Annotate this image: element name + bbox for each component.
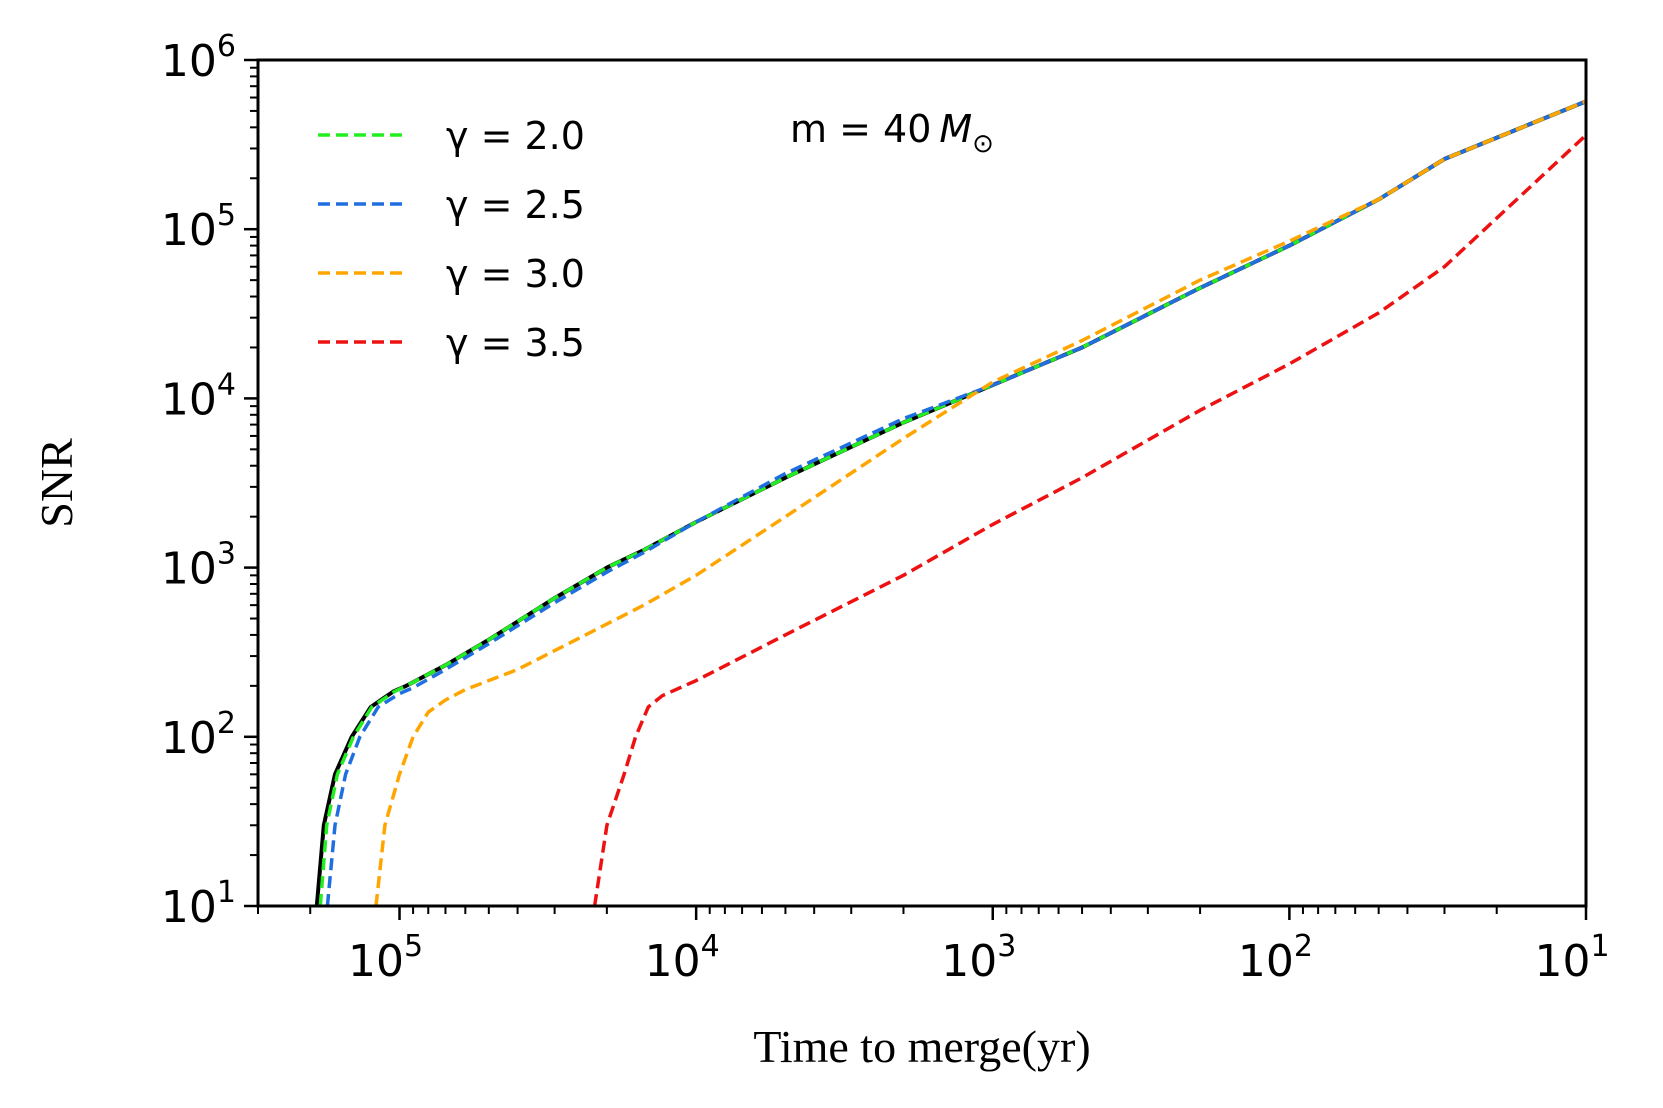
x-tick-exp: 2: [1294, 929, 1313, 964]
y-tick-exp: 2: [217, 706, 236, 741]
series-line-3: [374, 99, 1586, 906]
y-tick-label: 104: [161, 367, 236, 425]
y-tick-base: 10: [161, 544, 217, 595]
x-tick-base: 10: [348, 936, 404, 987]
legend-label: γ = 2.0: [446, 114, 585, 158]
y-tick-base: 10: [161, 205, 217, 256]
y-tick-exp: 5: [217, 198, 236, 233]
x-tick-base: 10: [941, 936, 997, 987]
y-tick-exp: 6: [217, 29, 236, 64]
series-line-2: [325, 99, 1586, 906]
plot-lines: [314, 99, 1586, 906]
y-tick-base: 10: [161, 36, 217, 87]
x-tick-exp: 1: [1590, 929, 1609, 964]
x-tick-label: 104: [645, 929, 720, 987]
y-tick-label: 102: [161, 706, 236, 764]
x-tick-base: 10: [645, 936, 701, 987]
x-tick-base: 10: [1534, 936, 1590, 987]
series-line-1: [318, 99, 1586, 906]
legend-label: γ = 2.5: [446, 183, 585, 227]
x-tick-base: 10: [1238, 936, 1294, 987]
x-tick-label: 103: [941, 929, 1016, 987]
x-tick-label: 101: [1534, 929, 1609, 987]
x-tick-label: 102: [1238, 929, 1313, 987]
x-tick-label: 105: [348, 929, 423, 987]
y-tick-exp: 1: [217, 875, 236, 910]
legend: γ = 2.0 γ = 2.5 γ = 3.0 γ = 3.5: [318, 114, 585, 365]
svg-text:m = 40M⊙: m = 40 M⊙: [790, 107, 994, 159]
y-tick-exp: 3: [217, 537, 236, 572]
y-tick-base: 10: [161, 882, 217, 933]
y-tick-exp: 4: [217, 367, 236, 402]
legend-label: γ = 3.0: [446, 252, 585, 296]
plot-frame: [256, 58, 1588, 908]
major-ticks: [244, 58, 1588, 920]
annotation-sub: ⊙: [972, 129, 994, 159]
y-tick-label: 105: [161, 198, 236, 256]
y-tick-label: 106: [161, 29, 236, 87]
x-axis-label: Time to merge(yr): [753, 1021, 1090, 1072]
mass-annotation: m = 40 M⊙: [790, 107, 994, 159]
x-tick-exp: 4: [701, 929, 720, 964]
series-line-4: [592, 133, 1586, 906]
y-tick-base: 10: [161, 374, 217, 425]
y-tick-label: 101: [161, 875, 236, 933]
x-tick-exp: 5: [404, 929, 423, 964]
x-tick-labels: 105 104 103 102 101: [348, 929, 1610, 987]
annotation-math: M: [939, 107, 972, 151]
y-tick-base: 10: [161, 713, 217, 764]
y-axis-label: SNR: [31, 438, 82, 528]
legend-label: γ = 3.5: [446, 321, 585, 365]
annotation-text: m = 40: [790, 107, 931, 151]
x-tick-exp: 3: [997, 929, 1016, 964]
y-tick-label: 103: [161, 537, 236, 595]
